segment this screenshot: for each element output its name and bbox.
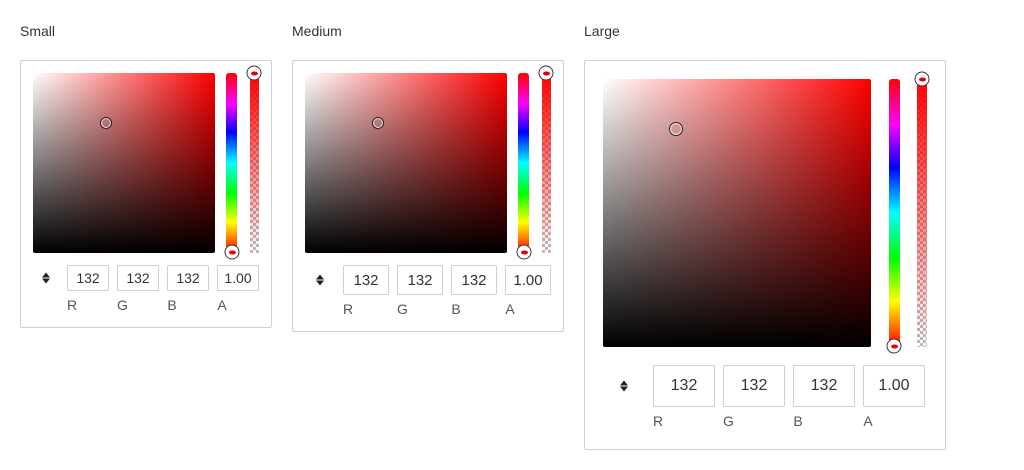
green-label-small: G: [117, 297, 128, 313]
green-label-large: G: [723, 413, 734, 429]
green-input-small[interactable]: [117, 265, 159, 291]
mode-toggle-medium[interactable]: [315, 274, 325, 287]
blue-input-medium[interactable]: [451, 265, 497, 295]
green-input-medium[interactable]: [397, 265, 443, 295]
alpha-slider-medium[interactable]: [542, 73, 551, 253]
red-input-small[interactable]: [67, 265, 109, 291]
saturation-area-medium[interactable]: [305, 73, 507, 253]
alpha-input-medium[interactable]: [505, 265, 551, 295]
mode-toggle-large[interactable]: [619, 380, 629, 393]
alpha-knob-large[interactable]: [914, 71, 930, 87]
saturation-handle-large[interactable]: [669, 122, 683, 136]
alpha-label-small: A: [217, 297, 227, 313]
saturation-area-small[interactable]: [33, 73, 215, 253]
hue-knob-small[interactable]: [224, 244, 240, 260]
hue-slider-medium[interactable]: [518, 73, 529, 253]
hue-slider-small[interactable]: [226, 73, 237, 253]
alpha-slider-large[interactable]: [917, 79, 927, 347]
blue-label-medium: B: [451, 301, 461, 317]
alpha-input-large[interactable]: [863, 365, 925, 407]
up-arrow-icon: [316, 274, 324, 280]
up-arrow-icon: [620, 380, 628, 386]
blue-input-large[interactable]: [793, 365, 855, 407]
alpha-input-small[interactable]: [217, 265, 259, 291]
alpha-knob-medium[interactable]: [538, 65, 554, 81]
alpha-label-large: A: [863, 413, 873, 429]
hue-slider-large[interactable]: [889, 79, 900, 347]
alpha-knob-small[interactable]: [246, 65, 262, 81]
picker-title-small: Small: [20, 23, 56, 39]
red-input-medium[interactable]: [343, 265, 389, 295]
mode-toggle-small[interactable]: [41, 272, 51, 285]
picker-title-medium: Medium: [292, 23, 342, 39]
up-arrow-icon: [42, 272, 50, 278]
green-label-medium: G: [397, 301, 408, 317]
blue-label-small: B: [167, 297, 177, 313]
alpha-slider-small[interactable]: [250, 73, 259, 253]
alpha-label-medium: A: [505, 301, 515, 317]
blue-label-large: B: [793, 413, 803, 429]
red-label-small: R: [67, 297, 78, 313]
hue-knob-medium[interactable]: [516, 244, 532, 260]
hue-knob-large[interactable]: [886, 338, 902, 354]
green-input-large[interactable]: [723, 365, 785, 407]
down-arrow-icon: [620, 386, 628, 392]
blue-input-small[interactable]: [167, 265, 209, 291]
down-arrow-icon: [42, 278, 50, 284]
saturation-area-large[interactable]: [603, 79, 871, 347]
red-label-large: R: [653, 413, 664, 429]
saturation-handle-medium[interactable]: [372, 117, 384, 129]
down-arrow-icon: [316, 280, 324, 286]
picker-title-large: Large: [584, 23, 620, 39]
red-input-large[interactable]: [653, 365, 715, 407]
red-label-medium: R: [343, 301, 354, 317]
saturation-handle-small[interactable]: [100, 117, 112, 129]
